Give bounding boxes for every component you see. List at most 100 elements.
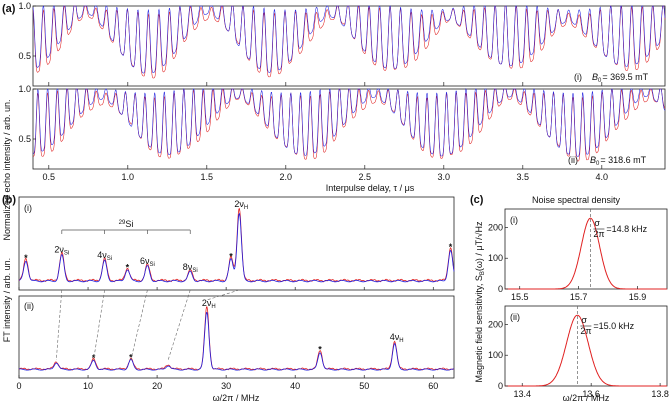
panel-c-xtick-label: 13.6	[582, 389, 600, 399]
panel-c-sigma-numerator: σ	[594, 218, 600, 228]
panel-b-xtick-label: 0	[16, 381, 21, 391]
panel-b-peak-star: *	[24, 253, 28, 263]
panel-c-sigma-numerator: σ	[581, 315, 587, 325]
panel-b-ii-frame	[18, 295, 455, 379]
panel-c-sigma-denominator: 2π	[593, 229, 604, 239]
panel-c-xlabel: ω/2π / MHz	[563, 393, 610, 403]
panel-a-xtick-label: 4.0	[596, 172, 609, 182]
panel-b-xtick-label: 20	[152, 381, 162, 391]
panel-c-i-curve	[505, 217, 667, 290]
panel-a-xtick-label: 0.5	[43, 172, 56, 182]
panel-a-ii-series-measured	[32, 88, 666, 162]
panel-b-ylabel: FT intensity / arb. un.	[2, 258, 12, 342]
panel-b-correspondence-line	[206, 289, 240, 301]
panel-a-ii-label: (ii)	[568, 155, 578, 165]
panel-a-ii-xticks	[48, 165, 603, 169]
panel-b-peak-label: 4νSi	[97, 250, 112, 262]
panel-c-ytick-label: 0	[498, 381, 503, 391]
panel-b-correspondence-line	[93, 289, 105, 361]
panel-c-label: (c)	[470, 194, 484, 206]
panel-a-ii-field-sub: 0	[596, 161, 600, 167]
panel-a-i-series-fit	[32, 5, 666, 74]
panel-c-sigma-denominator: 2π	[580, 326, 591, 336]
panel-b-peak-label: 2νH	[234, 199, 248, 211]
panel-c-xtick-label: 15.9	[629, 292, 647, 302]
panel-c-ylabel-sub: B	[480, 271, 486, 275]
panel-a-ytick-label: 1.0	[18, 1, 31, 11]
panel-a-ii-series-fit	[32, 87, 666, 157]
panel-b-correspondence-line	[130, 289, 148, 361]
panel-b-peak-star: *	[229, 252, 233, 262]
panel-a-ii-field-symbol: B	[590, 155, 596, 165]
panel-c-ytick-label: 100	[488, 253, 503, 263]
panel-a-ii-field: B0= 318.6 mT	[590, 155, 647, 167]
panel-c-xtick-label: 15.5	[511, 292, 529, 302]
panel-b-peak-label: 6νSi	[140, 256, 155, 268]
panel-b-correspondence-line	[167, 289, 191, 361]
panel-c: (c) Noise spectral density Magnetic fiel…	[470, 194, 669, 403]
panel-b-peak-star: *	[129, 352, 133, 362]
panel-b-i-lines	[18, 207, 455, 283]
panel-a-xtick-label: 2.0	[280, 172, 293, 182]
panel-b-peak-star: *	[92, 353, 96, 363]
panel-a-i-xticks	[48, 82, 603, 86]
panel-b-xtick-label: 50	[359, 381, 369, 391]
panel-a-i-yticks: 0.5 1.0	[18, 1, 36, 61]
panel-a-ii-field-value: = 318.6 mT	[600, 155, 646, 165]
panel-a-i-field-value: = 369.5 mT	[602, 72, 648, 82]
panel-c-ylabel-main: Magnetic field sensitivity, S	[474, 275, 484, 382]
panel-c-ii-curve	[505, 314, 667, 387]
panel-a-i-field-symbol: B	[592, 72, 598, 82]
panel-c-sigma-value: =15.0 kHz	[593, 321, 634, 331]
panel-c-title: Noise spectral density	[532, 195, 621, 205]
panel-a-ii-lines	[32, 87, 666, 162]
panel-b-i-frame	[18, 196, 455, 291]
panel-b-correspondence-line	[55, 289, 63, 361]
panel-b-ii-series-fit	[18, 312, 454, 371]
panel-b-ii-label: (ii)	[24, 301, 34, 311]
panel-b-si-label: 29Si	[119, 219, 134, 229]
panel-c-ytick-label: 100	[488, 350, 503, 360]
panel-c-ytick-label: 200	[488, 319, 503, 329]
panel-c-ylabel-rest: (ω) / μT/√Hz	[474, 221, 484, 271]
panel-c-ylabel: Magnetic field sensitivity, SB(ω) / μT/√…	[474, 221, 486, 383]
panel-b-xtick-label: 60	[428, 381, 438, 391]
panel-b-peak-star: *	[126, 263, 130, 273]
panel-b-i-label: (i)	[24, 203, 32, 213]
panel-a-ylabel: Normalized echo intensity / arb. un.	[2, 99, 12, 240]
panel-c-i-label: (i)	[510, 215, 518, 225]
panel-a-ii-yticks: 0.5 1.0	[18, 84, 36, 144]
panel-a-label: (a)	[2, 3, 16, 15]
panel-b-xticks: 0 10 20 30 40 50 60	[16, 287, 438, 391]
panel-c-ii-label: (ii)	[510, 312, 520, 322]
panel-a-xtick-label: 1.0	[122, 172, 135, 182]
panel-c-xtick-label: 15.7	[570, 292, 588, 302]
panel-a-xtick-labels: 0.5 1.0 1.5 2.0 2.5 3.0 3.5 4.0	[43, 172, 609, 182]
panel-c-xtick-label: 13.4	[513, 389, 531, 399]
panel-a-i-series-measured	[32, 5, 666, 79]
panel-c-ii-frame	[504, 305, 668, 387]
panel-c-ytick-label: 0	[498, 284, 503, 294]
panel-c-i-plot: σ2π =14.8 kHz 15.5 15.7 15.9 0 100 200	[488, 209, 667, 302]
panel-a-xtick-label: 1.5	[201, 172, 214, 182]
panel-a-subplot-ii: 0.5 1.0 (ii) B0= 318.6 mT	[18, 84, 666, 170]
panel-b-annotations: * 2νSi 4νSi * 6νSi 8νSi * 2νH * 29Si * * 2νH * 4νH	[24, 199, 453, 363]
panel-a-xtick-label: 3.5	[517, 172, 530, 182]
panel-b-peak-star: *	[449, 242, 453, 252]
panel-b-xtick-label: 40	[290, 381, 300, 391]
panel-b-xtick-label: 10	[83, 381, 93, 391]
panel-b: (b) FT intensity / arb. un. * 2νSi 4νSi * 6ν…	[2, 194, 455, 403]
panel-a-xtick-label: 3.0	[438, 172, 451, 182]
panel-a-subplot-i: 0.5 1.0 (i) B0= 369.5 mT	[18, 1, 666, 87]
panel-b-peak-label: 8νSi	[183, 262, 198, 274]
panel-c-ytick-label: 200	[488, 222, 503, 232]
panel-c-i-frame	[504, 208, 668, 290]
panel-a-ytick-label: 1.0	[18, 84, 31, 94]
panel-a: (a) Normalized echo intensity / arb. un.…	[2, 1, 666, 241]
panel-b-peak-star: *	[318, 344, 322, 354]
panel-a-ytick-label: 0.5	[18, 51, 31, 61]
panel-c-ii-plot: σ2π =15.0 kHz 13.4 13.6 13.8 0 100 200	[488, 306, 669, 399]
panel-b-xtick-label: 30	[221, 381, 231, 391]
panel-a-ytick-label: 0.5	[18, 134, 31, 144]
